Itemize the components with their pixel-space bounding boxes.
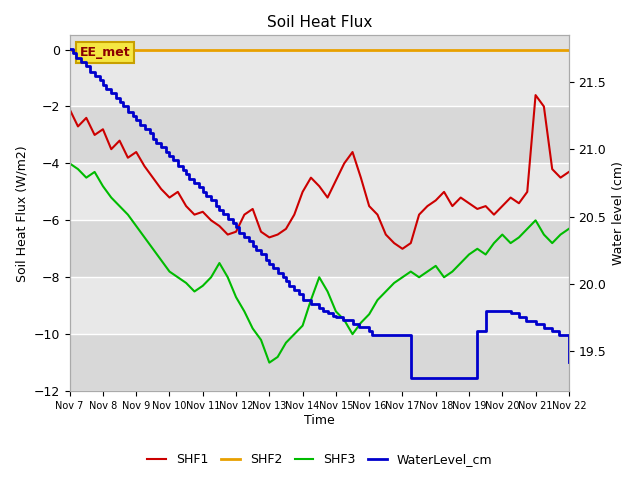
Legend: SHF1, SHF2, SHF3, WaterLevel_cm: SHF1, SHF2, SHF3, WaterLevel_cm	[142, 448, 498, 471]
Y-axis label: Water level (cm): Water level (cm)	[612, 161, 625, 265]
X-axis label: Time: Time	[304, 414, 335, 427]
Bar	[70, 107, 569, 163]
Y-axis label: Soil Heat Flux (W/m2): Soil Heat Flux (W/m2)	[15, 145, 28, 282]
Title: Soil Heat Flux: Soil Heat Flux	[267, 15, 372, 30]
Text: EE_met: EE_met	[79, 46, 131, 59]
Bar	[70, 49, 569, 107]
Bar	[70, 163, 569, 220]
Bar	[70, 220, 569, 277]
Bar	[70, 334, 569, 391]
Bar	[70, 277, 569, 334]
